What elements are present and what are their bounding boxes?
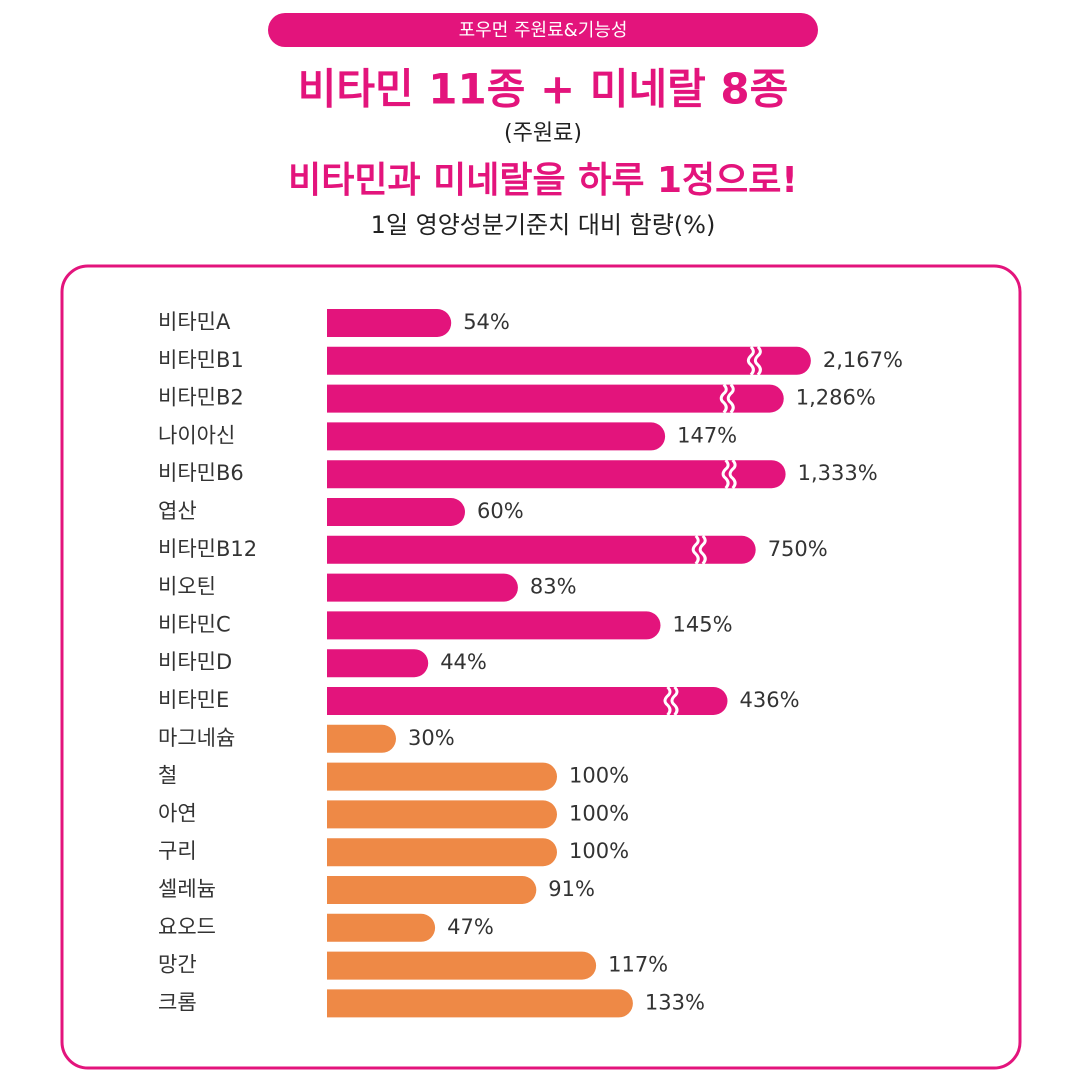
bar xyxy=(327,460,786,489)
category-label: 나이아신 xyxy=(158,423,235,447)
value-label: 2,167% xyxy=(823,348,903,372)
bar xyxy=(327,724,396,753)
category-label: 구리 xyxy=(158,839,197,863)
value-label: 1,286% xyxy=(796,386,876,410)
value-label: 44% xyxy=(440,650,487,674)
value-label: 91% xyxy=(548,877,595,901)
category-label: 비타민B12 xyxy=(158,537,257,561)
bar xyxy=(327,498,465,526)
category-label: 크롬 xyxy=(158,990,197,1014)
category-label: 비타민B1 xyxy=(158,348,244,372)
break-mark xyxy=(719,383,728,414)
value-label: 145% xyxy=(673,612,733,636)
category-label: 비오틴 xyxy=(158,575,216,599)
bar xyxy=(327,422,666,451)
category-label: 비타민B6 xyxy=(158,461,244,485)
break-mark xyxy=(663,685,672,717)
value-label: 100% xyxy=(569,839,629,863)
value-label: 100% xyxy=(569,801,629,825)
bar xyxy=(327,611,661,640)
category-label: 마그네슘 xyxy=(158,726,235,750)
value-label: 30% xyxy=(408,726,455,750)
break-mark xyxy=(746,345,755,376)
bar xyxy=(327,989,633,1018)
value-label: 436% xyxy=(739,688,799,712)
break-mark xyxy=(698,534,707,565)
category-label: 셀레늄 xyxy=(158,877,216,901)
category-label: 엽산 xyxy=(158,499,197,523)
value-label: 133% xyxy=(645,990,705,1014)
break-mark xyxy=(721,459,730,490)
break-mark xyxy=(728,459,737,490)
bar xyxy=(327,687,728,715)
bar xyxy=(327,535,756,564)
value-label: 54% xyxy=(463,310,510,334)
bar xyxy=(327,800,558,829)
bar xyxy=(327,573,518,602)
category-label: 비타민B2 xyxy=(158,386,244,410)
category-label: 비타민A xyxy=(158,310,231,334)
value-label: 1,333% xyxy=(798,461,878,485)
bar xyxy=(327,384,784,413)
headline: 비타민과 미네랄을 하루 1정으로! xyxy=(288,160,798,201)
category-label: 망간 xyxy=(158,953,197,977)
value-label: 147% xyxy=(677,423,737,447)
break-mark xyxy=(670,685,679,717)
badge: 포우먼 주원료&기능성 xyxy=(459,20,628,41)
category-label: 아연 xyxy=(158,801,197,825)
bar xyxy=(327,309,452,338)
category-label: 비타민D xyxy=(158,650,232,674)
frame xyxy=(60,264,1022,1070)
value-label: 100% xyxy=(569,764,629,788)
plot: 비타민A 54% 비타민B1 2,167% 비타민B2 1,286% 나이아신 147% 비타민… xyxy=(158,309,903,1018)
category-label: 요오드 xyxy=(158,915,216,939)
bar xyxy=(327,951,597,980)
category-label: 철 xyxy=(158,764,177,788)
category-label: 비타민E xyxy=(158,688,229,712)
bar xyxy=(327,838,558,867)
value-label: 47% xyxy=(447,915,494,939)
break-mark xyxy=(726,383,735,414)
chart-title: 1일 영양성분기준치 대비 함량(%) xyxy=(371,211,716,239)
bar xyxy=(327,762,558,791)
note: (주원료) xyxy=(504,121,582,146)
value-label: 750% xyxy=(768,537,828,561)
break-mark xyxy=(691,534,700,565)
bar xyxy=(327,346,811,375)
value-label: 117% xyxy=(608,953,668,977)
bar xyxy=(327,913,436,942)
title: 비타민 11종 + 미네랄 8종 xyxy=(298,65,788,114)
value-label: 60% xyxy=(477,499,524,523)
bar xyxy=(327,649,429,678)
category-label: 비타민C xyxy=(158,612,231,636)
bar xyxy=(327,876,537,904)
badge-bg xyxy=(268,13,818,47)
value-label: 83% xyxy=(530,575,577,599)
break-mark xyxy=(753,345,762,376)
